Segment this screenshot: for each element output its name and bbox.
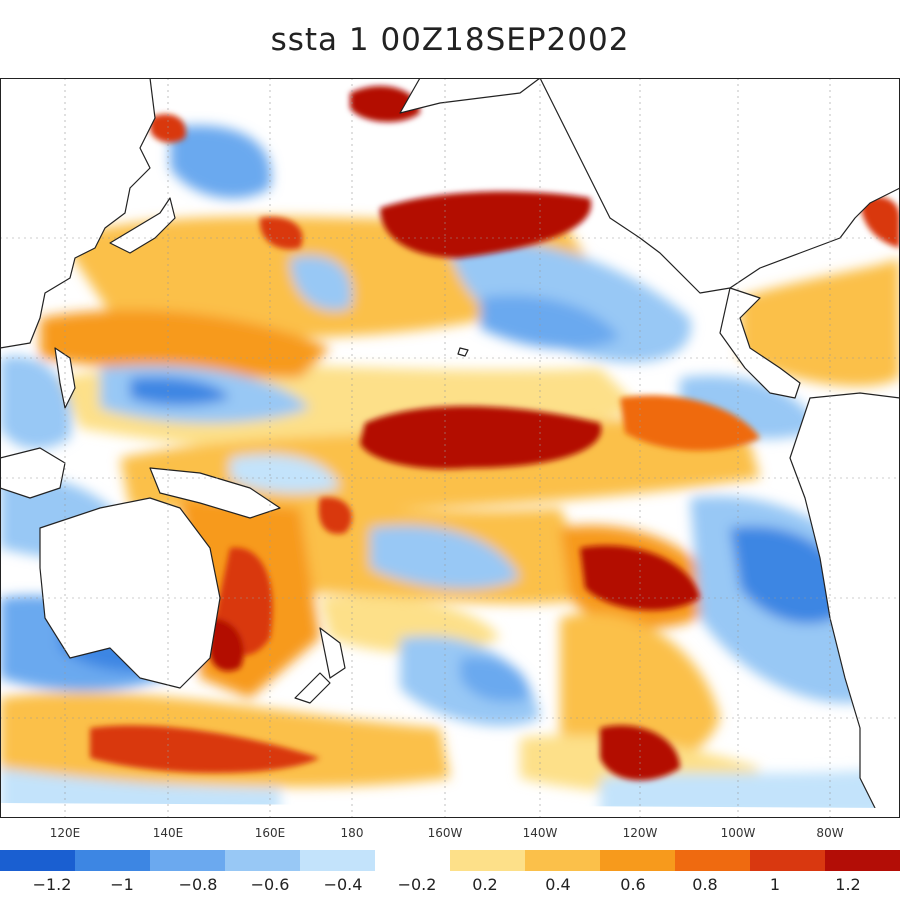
colorbar-label: −0.8 — [178, 875, 218, 894]
colorbar-label: 0.8 — [692, 875, 718, 894]
asia-landmass — [0, 78, 156, 349]
colorbar-label: 1.2 — [835, 875, 861, 894]
colorbar-cell — [375, 850, 450, 871]
colorbar-cell — [525, 850, 600, 871]
map-title: ssta 1 00Z18SEP2002 — [270, 22, 630, 58]
alaska-islands — [399, 78, 541, 114]
borneo-sumatra — [0, 447, 66, 499]
lon-label: 140E — [152, 826, 184, 840]
colorbar-cell — [600, 850, 675, 871]
new-zealand-south — [294, 672, 331, 704]
colorbar-label: 0.2 — [472, 875, 498, 894]
lon-label: 120W — [622, 826, 658, 840]
central-america — [719, 287, 801, 399]
new-zealand-north — [319, 627, 346, 679]
colorbar-label: 0.6 — [620, 875, 646, 894]
colorbar-cell — [450, 850, 525, 871]
colorbar-labels: −1.2 −1 −0.8 −0.6 −0.4 −0.2 0.2 0.4 0.6 … — [0, 872, 900, 898]
colorbar-cell — [150, 850, 225, 871]
south-america — [789, 392, 900, 818]
colorbar-cell — [75, 850, 150, 871]
colorbar-cell — [0, 850, 75, 871]
colorbar-label: 0.4 — [545, 875, 571, 894]
antarctica-edge — [0, 803, 900, 818]
colorbar-cell — [750, 850, 825, 871]
lon-label: 160E — [254, 826, 286, 840]
land-masses — [0, 78, 900, 818]
lon-label: 80W — [816, 826, 844, 840]
australia — [39, 497, 221, 689]
colorbar-cell — [300, 850, 375, 871]
colorbar-label: −1.2 — [32, 875, 72, 894]
lon-label: 140W — [522, 826, 558, 840]
colorbar-label: −0.6 — [250, 875, 290, 894]
colorbar-cell — [825, 850, 900, 871]
colorbar-cell — [225, 850, 300, 871]
colorbar-label: −0.2 — [397, 875, 437, 894]
colorbar — [0, 850, 900, 871]
ssta-map — [0, 78, 900, 818]
lon-label: 100W — [720, 826, 756, 840]
lon-label: 160W — [427, 826, 463, 840]
graticule — [0, 78, 900, 818]
longitude-axis: 120E 140E 160E 180 160W 140W 120W 100W 8… — [0, 818, 900, 848]
colorbar-cell — [675, 850, 750, 871]
new-guinea — [149, 467, 281, 519]
lon-label: 120E — [49, 826, 81, 840]
lon-label: 180 — [340, 826, 364, 840]
hawaii — [457, 347, 469, 357]
colorbar-label: 1 — [769, 875, 781, 894]
japan — [109, 197, 176, 254]
colorbar-label: −1 — [110, 875, 134, 894]
colorbar-label: −0.4 — [323, 875, 363, 894]
